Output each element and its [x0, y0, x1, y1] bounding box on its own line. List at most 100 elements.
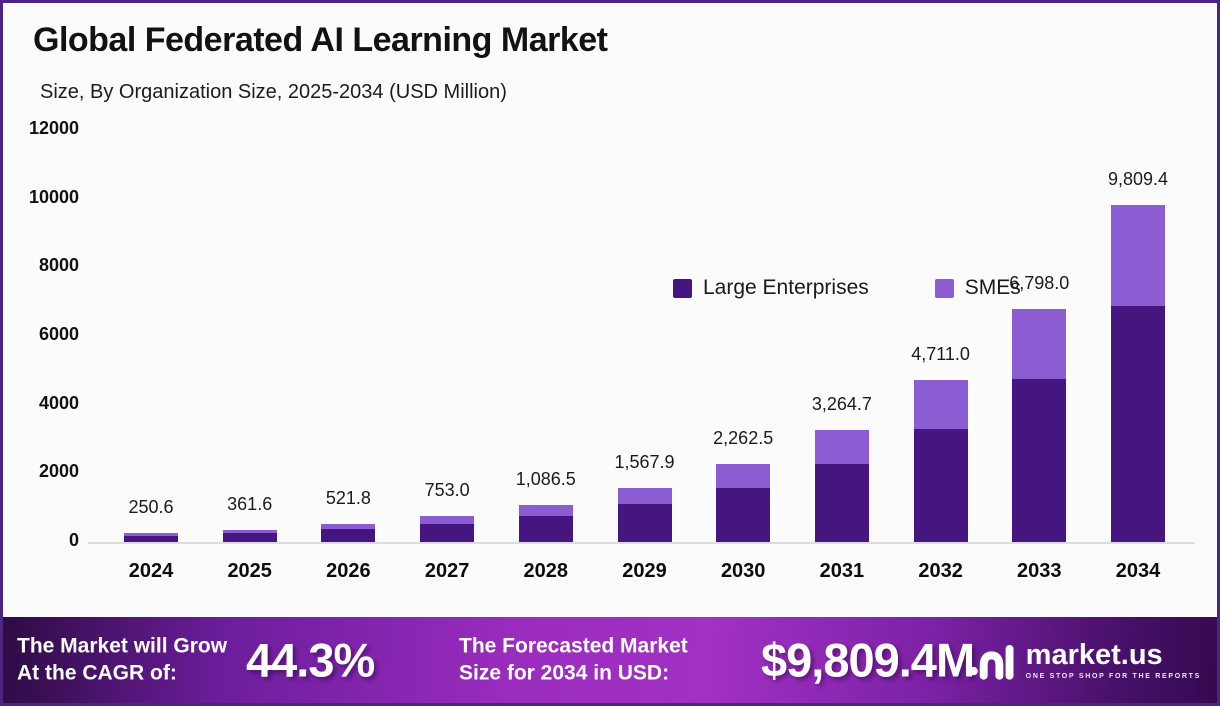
segment-large-enterprises	[222, 533, 277, 542]
cagr-label-line1: The Market will Grow	[17, 634, 228, 658]
marketus-swirl-icon	[968, 644, 1014, 680]
bar-value-label: 250.6	[128, 497, 174, 518]
y-tick-label: 4000	[38, 392, 79, 413]
cagr-label: The Market will Grow At the CAGR of:	[17, 633, 227, 688]
y-tick-label: 0	[68, 530, 79, 550]
cagr-label-line2: At the CAGR of:	[17, 662, 177, 685]
segment-large-enterprises	[1111, 306, 1165, 542]
y-tick-label: 12000	[28, 118, 79, 138]
x-tick-2034: 2034	[1115, 560, 1161, 582]
segment-smes	[222, 529, 277, 534]
legend-item-smes: SMEs	[934, 276, 1021, 300]
x-tick-2029: 2029	[622, 560, 667, 582]
forecast-label: The Forecasted Market Size for 2034 in U…	[459, 633, 688, 688]
segment-smes	[1111, 205, 1165, 307]
page-title: Global Federated AI Learning Market	[33, 21, 608, 59]
stacked-bar	[518, 504, 573, 542]
stacked-bar	[420, 516, 475, 542]
bar-group-2028: 1,086.5	[497, 130, 595, 542]
bar-group-2029: 1,567.9	[596, 130, 694, 542]
segment-smes	[913, 380, 968, 429]
x-tick-2024: 2024	[128, 560, 174, 582]
bar-value-label: 1,567.9	[614, 452, 675, 473]
segment-smes	[321, 524, 376, 530]
bar-group-2027: 753.0	[398, 130, 496, 542]
x-tick-2030: 2030	[720, 560, 766, 582]
bar-value-label: 361.6	[227, 493, 273, 514]
legend-label: SMEs	[964, 276, 1021, 299]
cagr-value: 44.3%	[246, 633, 375, 687]
x-tick-2032: 2032	[918, 560, 963, 582]
bars-layer: 250.6 361.6 521.8 753.0 1,086.5 1,567.9 2,262.…	[88, 130, 1195, 542]
stacked-bar	[1111, 205, 1165, 542]
bar-group-2033: 6,798.0	[990, 130, 1088, 542]
segment-smes	[420, 516, 475, 524]
stacked-bar	[222, 529, 277, 542]
x-tick-2027: 2027	[424, 560, 470, 582]
bar-value-label: 3,264.7	[811, 393, 872, 414]
stacked-bar	[814, 429, 869, 542]
segment-smes	[124, 533, 178, 536]
stacked-bar	[1012, 308, 1067, 542]
marketus-logo: market.us ONE STOP SHOP FOR THE REPORTS	[968, 636, 1201, 684]
bar-group-2026: 521.8	[299, 130, 397, 542]
segment-large-enterprises	[716, 487, 771, 542]
forecast-label-line2: Size for 2034 in USD:	[459, 662, 670, 685]
forecast-label-line1: The Forecasted Market	[459, 634, 688, 658]
bar-value-label: 4,711.0	[911, 344, 970, 365]
x-axis: 2024 2025 2026 2027 2028 2029 2030 2031 2032 2033…	[88, 560, 1195, 590]
segment-large-enterprises	[814, 463, 869, 542]
bar-group-2025: 361.6	[201, 130, 299, 542]
segment-smes	[814, 429, 869, 464]
segment-smes	[617, 488, 672, 505]
x-tick-2031: 2031	[819, 560, 865, 582]
segment-large-enterprises	[321, 529, 376, 542]
y-axis: 0 2000 4000 6000 8000 10000 12000	[3, 118, 79, 550]
bar-group-2031: 3,264.7	[793, 130, 891, 542]
legend-swatch-large-enterprises	[673, 278, 692, 298]
page-subtitle: Size, By Organization Size, 2025-2034 (U…	[40, 81, 507, 103]
bar-group-2030: 2,262.5	[694, 130, 792, 542]
legend-label: Large Enterprises	[703, 276, 869, 299]
bar-value-label: 9,809.4	[1107, 169, 1169, 190]
bar-value-label: 2,262.5	[713, 428, 774, 449]
segment-large-enterprises	[1012, 378, 1067, 542]
bar-value-label: 753.0	[424, 480, 470, 501]
logo-tagline: ONE STOP SHOP FOR THE REPORTS	[1025, 672, 1201, 680]
stacked-bar	[124, 533, 178, 542]
stacked-bar	[716, 464, 771, 542]
bar-value-label: 521.8	[325, 488, 371, 509]
legend-swatch-smes	[934, 278, 954, 298]
segment-large-enterprises	[617, 504, 672, 542]
y-tick-label: 10000	[28, 186, 79, 207]
segment-large-enterprises	[913, 428, 968, 542]
logo-name: market.us	[1025, 638, 1163, 671]
legend-item-large-enterprises: Large Enterprises	[673, 276, 869, 300]
segment-large-enterprises	[518, 515, 573, 542]
segment-smes	[716, 464, 771, 488]
plot-area: 250.6 361.6 521.8 753.0 1,086.5 1,567.9 2,262.…	[88, 130, 1195, 544]
x-tick-2028: 2028	[523, 560, 569, 582]
stacked-bar	[617, 488, 672, 542]
stacked-bar	[913, 380, 968, 542]
forecast-value: $9,809.4M	[761, 633, 975, 687]
segment-smes	[518, 504, 573, 516]
bar-group-2024: 250.6	[102, 130, 200, 542]
x-tick-2033: 2033	[1017, 560, 1062, 582]
logo-text-block: market.us ONE STOP SHOP FOR THE REPORTS	[1025, 638, 1201, 680]
segment-large-enterprises	[420, 523, 475, 542]
bar-value-label: 1,086.5	[515, 468, 576, 489]
y-tick-label: 2000	[38, 461, 79, 482]
stacked-bar	[321, 524, 376, 542]
segment-large-enterprises	[124, 535, 178, 542]
bar-value-label: 6,798.0	[1009, 272, 1070, 293]
x-tick-2026: 2026	[326, 560, 371, 582]
y-tick-label: 8000	[38, 255, 79, 276]
segment-smes	[1012, 308, 1067, 379]
bar-group-2032: 4,711.0	[892, 130, 990, 542]
x-tick-2025: 2025	[227, 560, 272, 582]
bar-group-2034: 9,809.4	[1089, 130, 1187, 542]
bottom-banner: The Market will Grow At the CAGR of: 44.…	[3, 617, 1217, 703]
legend: Large Enterprises SMEs	[673, 276, 1021, 300]
